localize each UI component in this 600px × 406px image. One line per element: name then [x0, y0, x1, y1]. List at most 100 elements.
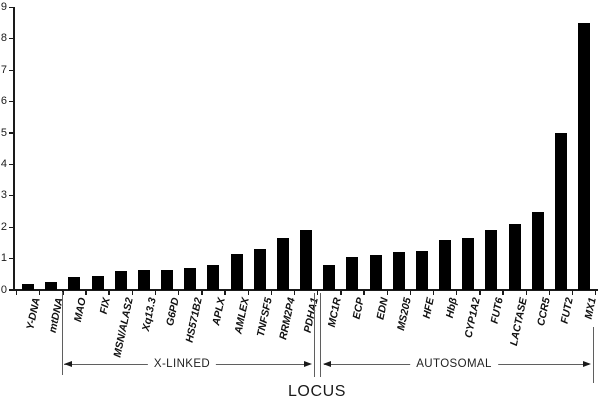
x-axis-tick: [456, 290, 458, 295]
x-axis-tick: [432, 290, 435, 295]
bar: [392, 252, 405, 290]
y-axis-tick-label: 8: [0, 32, 7, 45]
x-axis-category-label: AMLEX: [232, 296, 252, 336]
bar: [114, 271, 127, 290]
x-axis-tick: [224, 290, 226, 295]
x-axis-tick: [502, 290, 504, 295]
y-axis-tick: [9, 38, 13, 40]
x-axis-tick: [340, 290, 342, 295]
x-axis-category-label: RRM2P4: [277, 296, 298, 341]
autosomal-range-end-bar: [592, 327, 594, 383]
bar: [253, 249, 266, 290]
bar: [415, 250, 428, 290]
x-axis-tick: [409, 290, 412, 295]
x-linked-left-arrowhead-icon: [64, 361, 72, 368]
x-axis-tick: [571, 290, 574, 295]
x-axis-tick: [38, 290, 41, 295]
autosomal-left-arrowhead-icon: [323, 361, 331, 368]
y-axis-tick: [9, 132, 13, 134]
x-axis-tick: [525, 290, 527, 295]
bar: [45, 282, 58, 290]
bar: [554, 133, 567, 290]
x-axis-tick: [201, 290, 203, 295]
x-axis-title: LOCUS: [287, 383, 347, 400]
y-axis-tick: [9, 163, 13, 166]
autosomal-group-label: AUTOSOMAL: [410, 358, 498, 371]
x-axis-category-label: MSN/ALAS2: [111, 296, 136, 359]
x-axis-category-label: MX1: [582, 296, 599, 321]
x-axis-tick: [595, 290, 597, 295]
x-axis-category-label: HS571B2: [183, 296, 206, 344]
bar: [230, 253, 243, 290]
y-axis-tick: [9, 6, 13, 9]
x-axis-tick: [177, 290, 180, 295]
x-linked-right-arrowhead-icon: [304, 361, 312, 368]
x-axis-category-label: CYP1A2: [462, 296, 484, 340]
x-axis-category-label: FIX: [97, 296, 113, 316]
bar: [531, 211, 544, 290]
x-axis-tick: [131, 290, 134, 295]
y-axis-line: [13, 7, 15, 291]
bar: [276, 238, 289, 290]
x-axis-category-label: Hbβ: [443, 296, 460, 320]
x-axis-category-label: MS205: [394, 296, 414, 332]
x-axis-category-label: MAO: [72, 296, 90, 324]
bar: [346, 257, 359, 290]
group-separator-line-left: [313, 293, 315, 377]
x-axis-tick: [270, 290, 273, 295]
x-axis-category-label: CCR5: [534, 296, 553, 328]
bar: [161, 269, 174, 290]
y-axis-tick-label: 7: [0, 63, 7, 76]
x-axis-tick: [154, 290, 157, 295]
y-axis-tick: [9, 257, 13, 260]
bar: [369, 255, 382, 290]
y-axis-tick-label: 5: [0, 126, 7, 139]
y-axis-tick: [9, 69, 13, 71]
bar: [485, 230, 498, 290]
x-linked-range-start-bar: [62, 292, 64, 375]
y-axis-tick-label: 6: [0, 95, 7, 108]
bar: [207, 264, 220, 290]
y-axis-tick-label: 2: [0, 220, 7, 233]
y-axis-tick-label: 9: [0, 0, 7, 13]
bar: [91, 275, 104, 290]
y-axis-tick: [9, 289, 13, 291]
bar: [578, 23, 591, 290]
x-axis-category-label: Xq13.3: [139, 296, 159, 333]
bar: [300, 230, 313, 290]
x-axis-tick: [317, 290, 319, 295]
x-axis-tick: [293, 290, 296, 295]
group-separator-line-right: [320, 293, 322, 377]
x-axis-category-label: G6PD: [164, 296, 182, 328]
bar: [184, 268, 197, 290]
y-axis-tick: [9, 100, 13, 103]
x-axis-tick: [479, 290, 481, 295]
bar: [68, 277, 81, 290]
x-axis-category-label: EDN: [374, 296, 391, 321]
x-axis-category-label: HFE: [420, 296, 437, 320]
x-axis-tick: [15, 290, 18, 295]
x-axis-tick: [108, 290, 110, 295]
x-linked-group-label: X-LINKED: [147, 358, 217, 371]
autosomal-right-arrowhead-icon: [583, 361, 591, 368]
bar: [22, 283, 35, 290]
y-axis-tick: [9, 195, 13, 197]
x-axis-category-label: APLX: [210, 296, 229, 327]
x-axis-tick: [363, 290, 365, 295]
x-axis-category-label: FUT6: [489, 296, 507, 325]
y-axis-tick: [9, 226, 13, 228]
bar: [508, 224, 521, 290]
x-axis-category-label: Y-DNA: [24, 296, 43, 331]
bar: [137, 269, 150, 290]
x-axis-category-label: LACTASE: [507, 296, 530, 347]
x-axis-category-label: TNFSF5: [254, 296, 275, 338]
y-axis-tick-label: 1: [0, 252, 7, 265]
x-axis-category-label: ECP: [351, 296, 368, 321]
x-axis-category-label: MC1R: [326, 296, 345, 329]
bar: [462, 238, 475, 290]
bar: [323, 264, 336, 290]
x-axis-category-label: PDHA1: [301, 296, 321, 334]
y-axis-tick-label: 3: [0, 189, 7, 202]
x-axis-tick: [386, 290, 388, 295]
